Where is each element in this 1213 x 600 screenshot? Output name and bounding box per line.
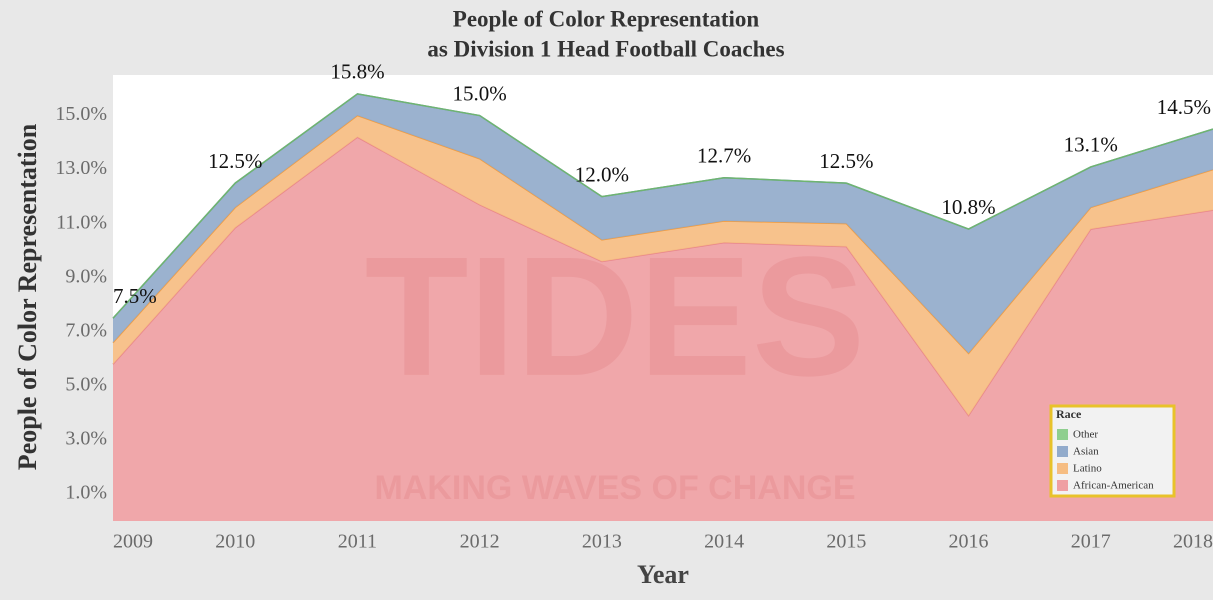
y-tick-label: 9.0% [65, 265, 107, 287]
legend-swatch [1057, 446, 1068, 457]
x-tick-label: 2012 [460, 531, 500, 553]
y-tick-label: 5.0% [65, 373, 107, 395]
x-tick-label: 2018 [1173, 531, 1213, 553]
y-tick-label: 15.0% [55, 103, 107, 125]
value-label: 14.5% [1157, 95, 1211, 119]
chart-title: People of Color Representation [453, 6, 760, 31]
y-tick-label: 7.0% [65, 319, 107, 341]
x-tick-label: 2014 [704, 531, 744, 553]
area [113, 137, 1213, 522]
watermark: TIDES [365, 222, 866, 412]
value-label: 7.5% [113, 284, 157, 308]
legend-swatch [1057, 429, 1068, 440]
value-label: 10.8% [941, 195, 995, 219]
area-edge [112, 93, 1213, 319]
x-axis-title: Year [637, 560, 689, 589]
x-tick-label: 2011 [338, 531, 377, 553]
value-label: 15.0% [453, 81, 507, 105]
value-label: 12.5% [819, 149, 873, 173]
y-tick-label: 3.0% [65, 428, 107, 450]
legend-box [1049, 404, 1176, 498]
y-axis-title: People of Color Representation [13, 123, 42, 470]
x-tick-label: 2017 [1071, 531, 1111, 553]
value-label: 13.1% [1064, 133, 1118, 157]
area [113, 115, 1213, 416]
value-label: 12.7% [697, 144, 751, 168]
legend: Race Other Asian Latino African-American [1049, 404, 1176, 498]
value-label: 12.0% [575, 162, 629, 186]
x-tick-label: 2010 [215, 531, 255, 553]
x-tick-label: 2016 [949, 531, 989, 553]
legend-swatch [1057, 480, 1068, 491]
x-tick-label: 2009 [113, 531, 153, 553]
x-tick-label: 2015 [826, 531, 866, 553]
legend-label: Asian [1073, 446, 1099, 458]
chart-title: as Division 1 Head Football Coaches [427, 36, 784, 61]
watermark: MAKING WAVES OF CHANGE [374, 469, 855, 507]
y-tick-label: 11.0% [56, 211, 107, 233]
value-label: 12.5% [208, 149, 262, 173]
legend-title: Race [1056, 407, 1082, 421]
areas [112, 93, 1213, 522]
y-tick-label: 13.0% [55, 157, 107, 179]
area [113, 93, 1213, 354]
legend-label: African-American [1073, 480, 1154, 492]
value-label: 15.8% [330, 60, 384, 84]
legend-swatch [1057, 463, 1068, 474]
y-tick-label: 1.0% [65, 482, 107, 504]
legend-label: Other [1073, 429, 1098, 441]
legend-label: Latino [1073, 463, 1102, 475]
x-tick-label: 2013 [582, 531, 622, 553]
